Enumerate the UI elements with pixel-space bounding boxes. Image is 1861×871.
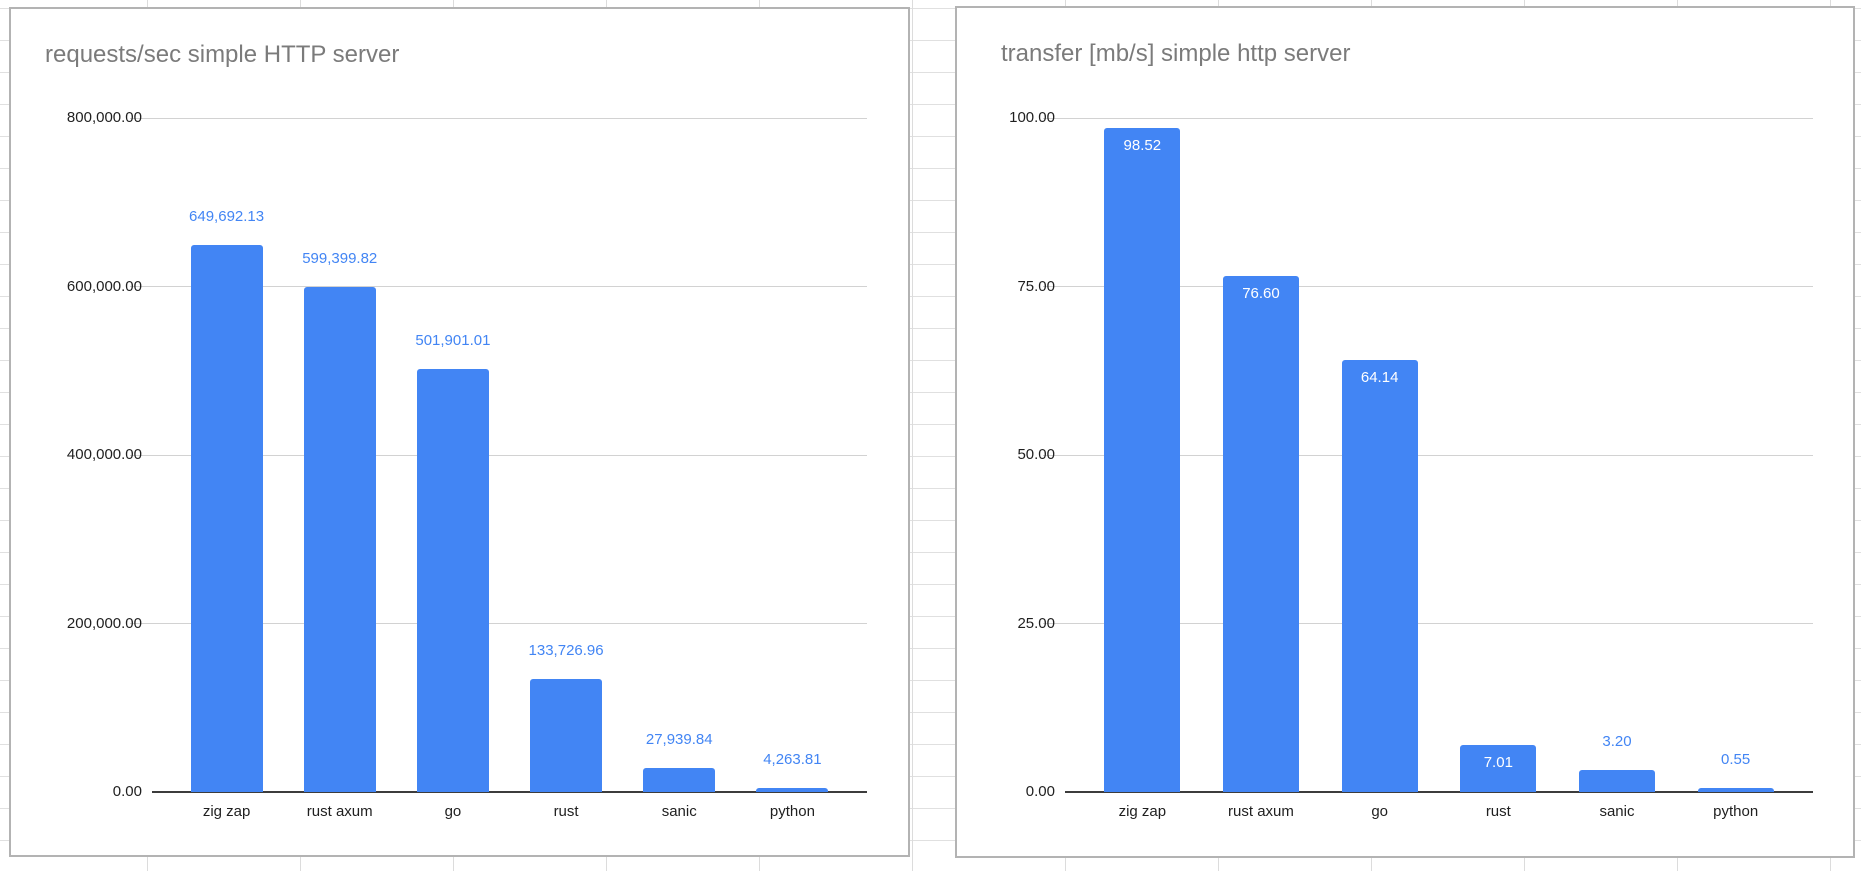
x-axis-tick-label-rust: rust (1485, 803, 1511, 820)
chart-title: transfer [mb/s] simple http server (1001, 40, 1351, 67)
value-label-rust-axum: 599,399.82 (302, 250, 378, 267)
value-label-python: 0.55 (1721, 751, 1751, 769)
value-label-go: 501,901.01 (415, 332, 491, 350)
value-label-zig-zap: 98.52 (1123, 136, 1162, 154)
x-axis-tick-label-rust-axum: rust axum (306, 803, 373, 820)
bar-go (417, 369, 489, 792)
y-axis-tick-label: 600,000.00 (66, 277, 142, 295)
chart-card-requests-per-sec[interactable]: requests/sec simple HTTP server 0.00 200,… (9, 7, 910, 857)
y-axis-tick-label: 100.00 (1009, 109, 1055, 126)
bar-python (1698, 788, 1774, 792)
x-axis-line (152, 791, 867, 793)
y-axis-tick-label: 200,000.00 (66, 614, 142, 632)
value-label-rust-axum: 76.60 (1242, 284, 1280, 302)
bar-sanic (1579, 770, 1655, 792)
bar-rust (1460, 744, 1536, 792)
plot-area: 0.00 25.00 50.00 75.00 100.00 98.52 zig zap 76.… (1009, 109, 1813, 820)
x-axis-tick-label-sanic: sanic (661, 803, 697, 820)
value-label-zig-zap: 649,692.13 (189, 207, 265, 225)
value-label-sanic: 3.20 (1602, 733, 1632, 751)
bar-rust-axum (1223, 275, 1299, 792)
x-axis-tick-label-python: python (769, 803, 815, 820)
gridline (1043, 117, 1813, 119)
y-axis-tick-label: 0.00 (1025, 783, 1055, 800)
y-axis-tick-label: 400,000.00 (66, 446, 142, 463)
x-axis-tick-label-rust-axum: rust axum (1228, 803, 1294, 820)
bar-go (1342, 359, 1418, 792)
gridline (1043, 286, 1813, 287)
x-axis-line (1065, 791, 1813, 793)
gridline (130, 286, 867, 287)
bar-sanic (643, 768, 715, 792)
gridline (130, 454, 867, 456)
gridline (130, 117, 867, 119)
chart-title: requests/sec simple HTTP server (45, 41, 400, 68)
y-axis-tick-label: 0.00 (112, 783, 142, 800)
bar-rust (530, 679, 602, 792)
bar-zig-zap (1104, 127, 1180, 792)
y-axis-tick-label: 75.00 (1017, 277, 1055, 295)
value-label-python: 4,263.81 (763, 751, 822, 769)
x-axis-tick-label-rust: rust (553, 803, 579, 820)
bar-zig-zap (191, 244, 263, 792)
x-axis-tick-label-python: python (1713, 803, 1759, 820)
x-axis-tick-label-sanic: sanic (1599, 803, 1635, 820)
y-axis-tick-label: 25.00 (1017, 614, 1055, 632)
y-axis-tick-label: 50.00 (1017, 446, 1055, 463)
gridline (130, 623, 867, 624)
gridline (1043, 454, 1813, 456)
x-axis-tick-label-go: go (1371, 803, 1388, 820)
value-label-go: 64.14 (1360, 368, 1399, 386)
x-axis-tick-label-zig-zap: zig zap (1118, 803, 1167, 820)
bar-python (756, 788, 828, 792)
x-axis-tick-label-zig-zap: zig zap (202, 803, 251, 820)
y-axis-tick-label: 800,000.00 (66, 109, 142, 126)
chart-card-transfer-mbps[interactable]: transfer [mb/s] simple http server 0.00 2… (955, 6, 1855, 858)
plot-area: 0.00 200,000.00 400,000.00 600,000.00 800,00… (67, 109, 867, 820)
value-label-sanic: 27,939.84 (645, 731, 713, 749)
value-label-rust: 7.01 (1483, 753, 1513, 771)
value-label-rust: 133,726.96 (528, 642, 604, 660)
x-axis-tick-label-go: go (444, 803, 462, 820)
gridline (1043, 623, 1813, 624)
bar-rust-axum (304, 287, 376, 792)
